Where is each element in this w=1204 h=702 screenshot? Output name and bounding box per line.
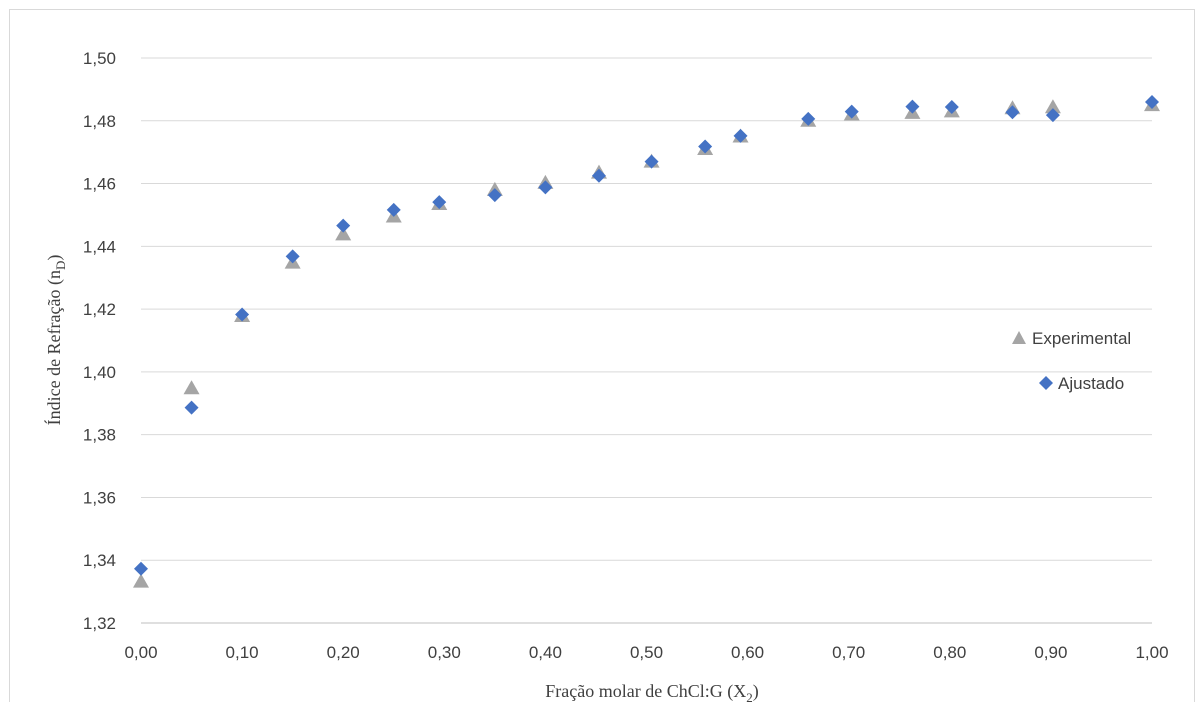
legend-triangle-marker xyxy=(1012,331,1026,344)
x-tick-label: 0,00 xyxy=(124,643,157,662)
x-axis-title: Fração molar de ChCl:G (X2) xyxy=(545,681,758,702)
legend-label-experimental: Experimental xyxy=(1032,329,1131,348)
legend-label-ajustado: Ajustado xyxy=(1058,374,1124,393)
y-tick-label: 1,36 xyxy=(83,488,116,507)
ajustado-point xyxy=(905,99,920,114)
y-tick-label: 1,34 xyxy=(83,551,116,570)
y-tick-labels: 1,32 1,34 1,36 1,38 1,40 1,42 1,44 1,46 1,48 1,50 xyxy=(83,49,116,633)
x-tick-label: 0,10 xyxy=(226,643,259,662)
y-tick-label: 1,42 xyxy=(83,300,116,319)
experimental-point xyxy=(183,380,200,395)
legend: Experimental Ajustado xyxy=(1012,329,1131,393)
gridlines xyxy=(141,57,1152,624)
y-tick-label: 1,46 xyxy=(83,175,116,194)
x-tick-label: 0,20 xyxy=(327,643,360,662)
experimental-point xyxy=(1044,99,1061,114)
ajustado-point xyxy=(844,104,859,119)
ajustado-point xyxy=(235,307,250,322)
ajustado-point xyxy=(336,218,351,233)
ajustado-point xyxy=(1145,94,1159,109)
x-tick-label: 0,90 xyxy=(1034,643,1067,662)
x-tick-label: 0,30 xyxy=(428,643,461,662)
y-tick-label: 1,50 xyxy=(83,49,116,68)
x-tick-label: 1,00 xyxy=(1135,643,1168,662)
ajustado-point xyxy=(801,111,816,126)
ajustado-point xyxy=(944,99,959,114)
ajustado-point xyxy=(644,154,659,169)
y-tick-label: 1,40 xyxy=(83,363,116,382)
ajustado-point xyxy=(733,128,748,143)
experimental-point xyxy=(133,573,149,588)
ajustado-point xyxy=(184,400,199,415)
chart-area xyxy=(9,9,1195,702)
x-tick-label: 0,80 xyxy=(933,643,966,662)
y-tick-label: 1,44 xyxy=(83,237,116,256)
ajustado-point xyxy=(285,249,300,264)
ajustado-point xyxy=(487,188,502,203)
ajustado-point xyxy=(432,195,447,210)
ajustado-point xyxy=(698,139,713,154)
y-axis-title: Índice de Refração (nD) xyxy=(43,255,68,426)
y-tick-label: 1,38 xyxy=(83,426,116,445)
x-tick-label: 0,50 xyxy=(630,643,663,662)
x-tick-label: 0,60 xyxy=(731,643,764,662)
x-tick-labels: 0,00 0,10 0,20 0,30 0,40 0,50 0,60 0,70 0,80 0,90… xyxy=(124,643,1168,662)
legend-item-ajustado: Ajustado xyxy=(1039,374,1124,393)
x-tick-label: 0,40 xyxy=(529,643,562,662)
ajustado-point xyxy=(538,180,553,195)
y-tick-label: 1,48 xyxy=(83,112,116,131)
ajustado-point xyxy=(1045,108,1060,123)
ajustado-point xyxy=(386,202,401,217)
x-tick-label: 0,70 xyxy=(832,643,865,662)
experimental-point xyxy=(335,226,352,241)
data-points xyxy=(133,94,1160,588)
legend-diamond-marker xyxy=(1039,376,1053,390)
ajustado-point xyxy=(134,561,148,576)
ajustado-point xyxy=(591,168,606,183)
legend-item-experimental: Experimental xyxy=(1012,329,1131,348)
y-tick-label: 1,32 xyxy=(83,614,116,633)
ajustado-point xyxy=(1005,105,1020,120)
